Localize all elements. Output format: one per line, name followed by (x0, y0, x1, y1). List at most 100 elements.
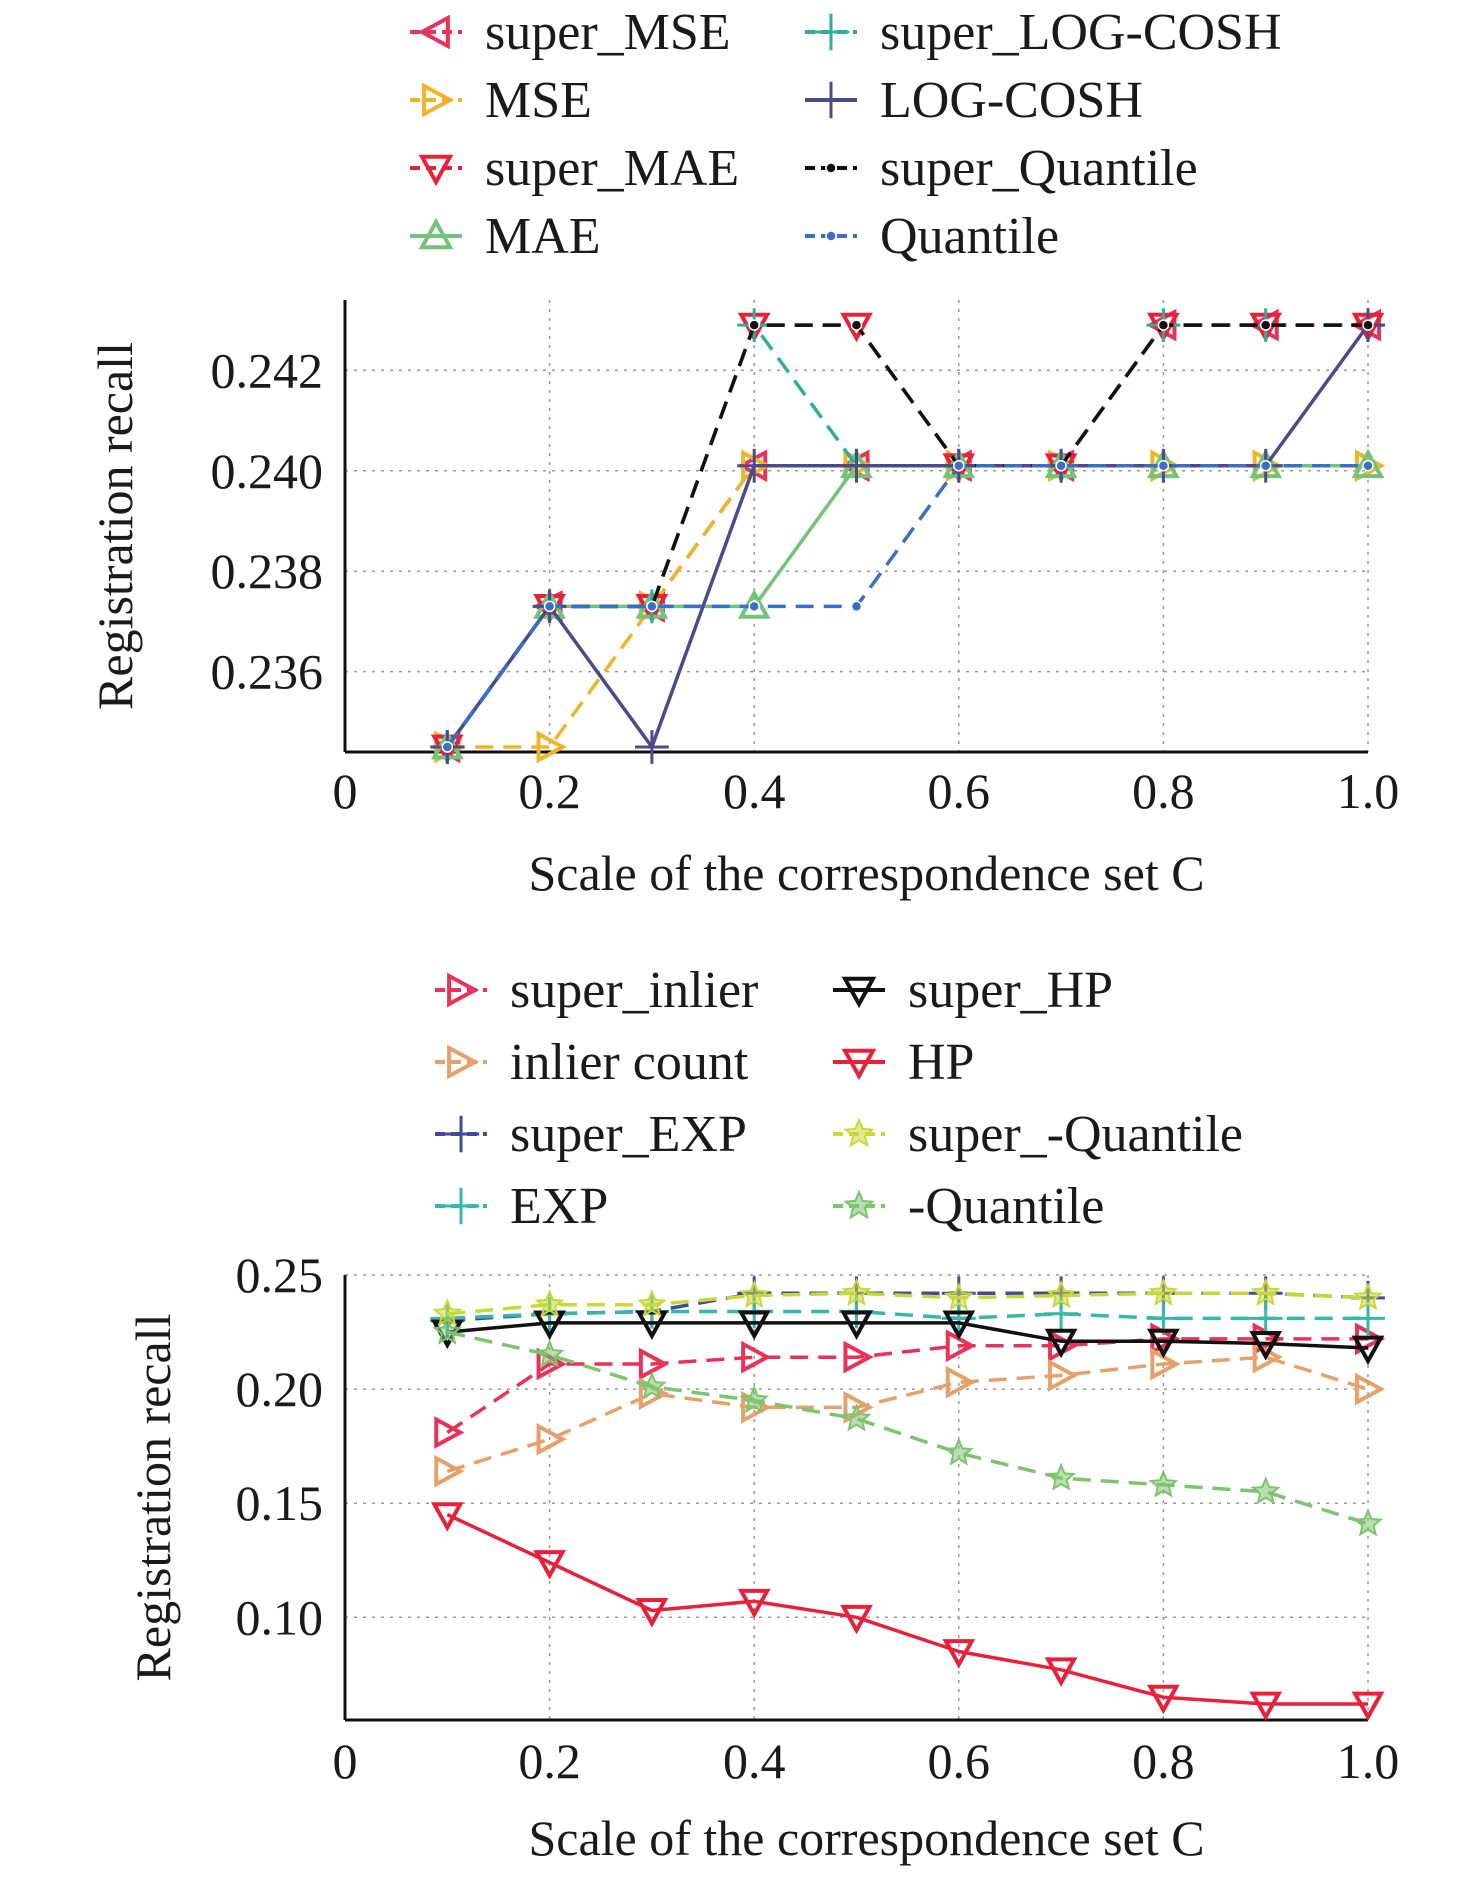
y-tick-label: 0.25 (236, 1247, 324, 1303)
data-point (533, 1310, 566, 1341)
data-point (430, 1502, 464, 1532)
series-super_-Quantile (432, 1277, 1383, 1327)
data-point (1351, 1691, 1385, 1722)
data-point (737, 448, 772, 483)
legend-marker (417, 14, 450, 50)
data-point (739, 1384, 770, 1414)
legend-label: -Quantile (908, 1178, 1104, 1235)
data-point (1157, 459, 1170, 472)
series-group (430, 1276, 1386, 1722)
data-point (543, 600, 556, 613)
legend-label: super_LOG-COSH (880, 4, 1282, 61)
series-line (446, 1355, 1369, 1473)
legend-item: EXP (435, 1178, 608, 1235)
legend-marker (843, 1117, 875, 1148)
chart-panel-2: 0 0.2 0.4 0.6 0.8 1.0 0.10 0.15 0.20 0.25 Scale of… (125, 962, 1399, 1866)
legend-label: super_Quantile (880, 140, 1198, 197)
data-point (1157, 319, 1170, 331)
x-tick-label: 0 (333, 1733, 358, 1789)
data-point (850, 319, 863, 331)
legend-marker (843, 1189, 875, 1220)
y-tick-label: 0.10 (236, 1589, 324, 1645)
data-point (1351, 1335, 1385, 1366)
data-point (1362, 459, 1374, 472)
x-tick-label: 0.2 (518, 1733, 581, 1789)
data-point (1362, 319, 1374, 331)
x-tick-label: 0.8 (1132, 763, 1195, 819)
legend-item: MAE (410, 208, 601, 265)
legend-item: super_inlier (435, 962, 758, 1019)
data-point (635, 730, 669, 764)
x-tick-label: 0.4 (723, 763, 786, 819)
series-line (446, 1337, 1368, 1434)
data-point (1044, 1328, 1078, 1359)
legend-label: HP (908, 1034, 974, 1091)
legend-item: MSE (410, 72, 592, 129)
data-point (1055, 459, 1067, 472)
legend-marker (841, 976, 877, 1009)
legend-item: super_MSE (410, 4, 731, 61)
data-point (840, 312, 873, 343)
data-point (1147, 1328, 1180, 1359)
data-point (1148, 1469, 1179, 1498)
x-tick-label: 0.6 (928, 763, 991, 819)
legend-marker (422, 82, 455, 118)
x-axis-label: Scale of the correspondence set C (528, 845, 1204, 901)
x-tick-label: 0.8 (1132, 1733, 1195, 1789)
data-point (942, 1639, 976, 1669)
legend-label: MAE (485, 208, 601, 265)
chart-panel-1: 0 0.2 0.4 0.6 0.8 1.0 0.236 0.238 0.240 0.242 Scal… (87, 4, 1399, 901)
legend-item: super_LOG-COSH (805, 4, 1282, 61)
data-point (943, 1282, 974, 1311)
legend: super_MSE MSE super_MAE MAE super_LOG-COSH LO… (410, 4, 1282, 265)
data-point (943, 1437, 974, 1466)
legend-label: inlier count (510, 1034, 749, 1091)
data-point (441, 741, 454, 753)
series-EXP (430, 1294, 1385, 1336)
y-axis-label: Registration recall (125, 1314, 181, 1682)
data-point (646, 600, 658, 613)
x-tick-label: 0.2 (518, 763, 581, 819)
series-line (447, 1309, 1368, 1321)
legend-marker (812, 81, 850, 119)
data-point (534, 1339, 565, 1368)
legend-item: inlier count (435, 1034, 749, 1091)
series-Quantile (441, 459, 1374, 753)
data-point (432, 1316, 463, 1345)
data-point (840, 1604, 873, 1635)
data-point (737, 1588, 771, 1619)
data-point (1353, 1282, 1383, 1311)
legend-marker (812, 13, 850, 51)
data-point (635, 1598, 669, 1628)
legend-label: super_MAE (485, 140, 739, 197)
data-point (843, 1340, 874, 1374)
data-point (1044, 1657, 1078, 1687)
data-point (638, 1347, 670, 1381)
data-point (1046, 1279, 1076, 1309)
y-tick-label: 0.236 (211, 644, 324, 700)
x-axis-label: Scale of the correspondence set C (528, 1810, 1204, 1866)
legend-label: super_HP (908, 962, 1113, 1019)
data-point (635, 1310, 669, 1341)
data-point (1147, 1684, 1180, 1715)
legend-label: super_EXP (510, 1106, 747, 1163)
y-tick-label: 0.15 (236, 1475, 324, 1531)
data-point (1248, 1301, 1283, 1336)
legend-marker (447, 1044, 480, 1080)
data-point (1250, 1476, 1281, 1505)
legend-marker (825, 162, 837, 174)
legend-item: super_HP (833, 962, 1113, 1019)
data-point (741, 1340, 772, 1374)
legend-item: super_Quantile (805, 140, 1198, 197)
legend-label: Quantile (880, 208, 1059, 265)
data-point (850, 600, 863, 613)
legend-item: HP (833, 1034, 974, 1091)
legend-label: super_inlier (510, 962, 758, 1019)
legend-marker (841, 1048, 877, 1081)
data-point (434, 1454, 465, 1488)
data-point (1249, 1331, 1283, 1361)
data-point (637, 1289, 667, 1318)
x-tick-label: 1.0 (1337, 763, 1400, 819)
legend-item: super_EXP (435, 1106, 747, 1163)
